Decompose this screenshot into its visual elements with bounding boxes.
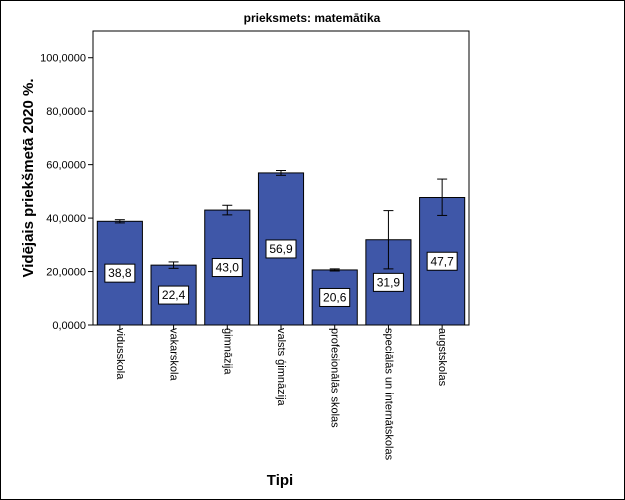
y-tick-label: 100,0000	[40, 53, 86, 65]
data-label: 47,7	[426, 251, 458, 271]
error-bar	[276, 170, 286, 176]
data-label: 43,0	[211, 258, 243, 278]
svg-text:47,7: 47,7	[430, 254, 454, 268]
error-bar	[383, 210, 394, 270]
y-tick-label: 20,0000	[46, 267, 86, 279]
error-bars	[114, 170, 448, 272]
svg-text:38,8: 38,8	[108, 266, 132, 280]
y-tick-label: 80,0000	[46, 106, 86, 118]
y-axis: 0,0000 20,0000 40,0000 60,0000 80,0000 100,00…	[40, 53, 93, 332]
svg-text:43,0: 43,0	[216, 261, 240, 275]
error-bar	[329, 268, 340, 272]
y-axis-title: Vidējais priekšmetā 2020 %.	[20, 78, 37, 277]
svg-text:20,6: 20,6	[323, 290, 347, 304]
x-axis-title: Tipi	[267, 472, 293, 489]
error-bar	[114, 219, 125, 224]
error-bar	[168, 261, 179, 269]
category-label: speciālās un internātskolas	[382, 328, 394, 461]
data-label: 56,9	[265, 239, 297, 259]
category-label: vidusskola	[114, 328, 126, 380]
svg-text:22,4: 22,4	[162, 288, 186, 302]
x-axis: vidusskola vakarskola ģimnāzija valsts ģimn…	[114, 325, 448, 461]
category-label: augstskolas	[436, 328, 448, 387]
category-label: profesionālās skolas	[329, 328, 341, 428]
y-tick-label: 40,0000	[46, 213, 86, 225]
y-tick-label: 0,0000	[52, 320, 86, 332]
chart-title: prieksmets: matemātika	[244, 11, 381, 25]
svg-text:31,9: 31,9	[377, 275, 401, 289]
category-label: ģimnāzija	[221, 328, 234, 375]
error-bar	[222, 204, 233, 216]
data-label: 22,4	[158, 285, 190, 305]
category-label: valsts ģimnāzija	[275, 328, 288, 407]
y-tick-label: 60,0000	[46, 160, 86, 172]
category-label: vakarskola	[168, 328, 180, 381]
error-bar	[437, 178, 448, 216]
data-label: 38,8	[104, 263, 136, 283]
svg-text:56,9: 56,9	[269, 242, 293, 256]
data-labels: 38,8 22,4 43,0 56,9 20,6 31,9 47,7	[104, 239, 458, 307]
data-label: 20,6	[319, 287, 351, 307]
data-label: 31,9	[372, 272, 404, 292]
